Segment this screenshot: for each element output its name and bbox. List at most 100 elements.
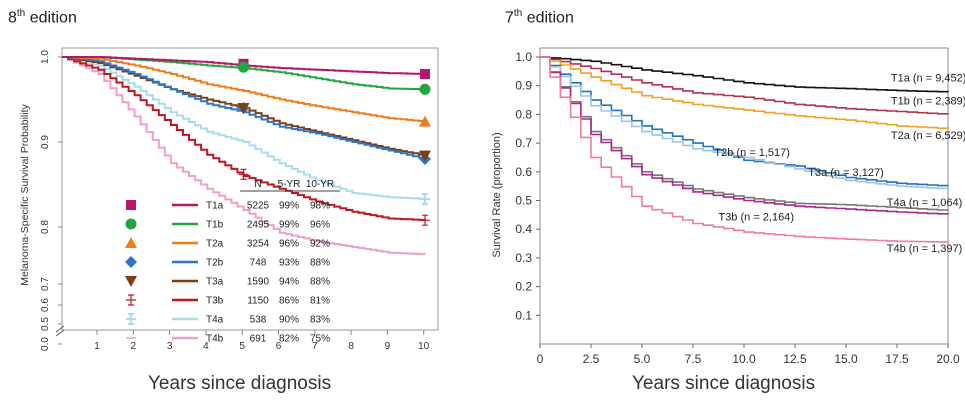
- legend-marker-t3a: [125, 276, 137, 287]
- legend-marker-t1a: [126, 200, 136, 210]
- survival-curve-t1a: [62, 56, 426, 75]
- survival-curve-t4b: [540, 56, 949, 243]
- survival-curve-t2a: [62, 56, 426, 122]
- x-tick-label: 17.5: [885, 352, 909, 365]
- endpoint-marker-t3b: [420, 214, 430, 226]
- series-label-t2a: T2a (n = 6,529): [891, 130, 965, 142]
- legend-label-t2b: T2b: [206, 258, 224, 269]
- legend-n-t3a: 1590: [247, 277, 270, 288]
- legend-5yr-t2b: 93%: [279, 258, 299, 269]
- x-tick-label: 10: [418, 341, 430, 352]
- survival-curve-t3a: [540, 56, 949, 190]
- survival-curve-t4b: [62, 56, 426, 256]
- legend-marker-t2b: [125, 256, 137, 268]
- series-label-t1a: T1a (n = 9,452): [891, 72, 965, 84]
- legend-n-t1a: 5225: [247, 201, 270, 212]
- y-tick-label: 0.4: [515, 222, 532, 236]
- legend-5yr-t1b: 99%: [279, 220, 299, 231]
- x-tick-label: 3: [167, 341, 173, 352]
- chart-7th-edition: Survival Rate (proportion) 1.0 0.9 0.8 0.7 0.…: [491, 47, 965, 365]
- legend-5yr-t2a: 96%: [279, 239, 299, 250]
- legend-10yr-t4a: 83%: [310, 315, 330, 326]
- axis-break-mark: [55, 325, 65, 337]
- left-panel-title: 8th edition: [8, 8, 77, 27]
- survival-curve-t2b: [540, 56, 949, 187]
- legend-label-t2a: T2a: [206, 239, 224, 250]
- y-tick-label: 0.6: [40, 298, 51, 312]
- legend-marker-t2a: [125, 237, 137, 248]
- plot-frame: [61, 47, 439, 331]
- legend-10yr-t3a: 88%: [310, 277, 330, 288]
- x-tick-label: 10.0: [732, 352, 756, 365]
- legend-label-t1b: T1b: [206, 220, 224, 231]
- midpoint-marker-t3a: [237, 103, 250, 114]
- legend-marker-t3b: [126, 294, 136, 306]
- legend-5yr-t4b: 82%: [279, 334, 299, 345]
- legend-label-t3a: T3a: [206, 277, 224, 288]
- legend-label-t1a: T1a: [206, 201, 224, 212]
- legend-10yr-t2b: 88%: [310, 258, 330, 269]
- x-tick-label: 0: [537, 352, 544, 365]
- left-x-caption: Years since diagnosis: [148, 373, 332, 394]
- series-label-t3a: T3a (n = 3,127): [808, 167, 884, 179]
- y-tick-label: 0.6: [515, 165, 532, 179]
- x-tick-label: 5.0: [634, 352, 651, 365]
- legend-5yr-t1a: 99%: [279, 201, 299, 212]
- endpoint-marker-t1b: [419, 83, 431, 95]
- legend-n-t3b: 1150: [247, 296, 269, 307]
- legend-n-t2a: 3254: [247, 239, 270, 250]
- series-label-t4a: T4a (n = 1,064): [887, 197, 963, 209]
- legend-label-t4a: T4a: [206, 315, 224, 326]
- x-tick-label: 5: [239, 341, 245, 352]
- legend-marker-t4a: [126, 313, 136, 325]
- endpoint-marker-t3a: [419, 150, 431, 162]
- x-tick-label: 1: [94, 341, 100, 352]
- legend-5yr-t3b: 86%: [279, 296, 299, 307]
- survival-curve-t2a: [540, 56, 949, 129]
- legend-n-t2b: 748: [250, 258, 267, 269]
- chart-8th-edition: Melanoma-Specific Survival Probability 1.…: [19, 47, 439, 352]
- midpoint-marker-t3b: [238, 168, 249, 180]
- legend-header-5yr: 5-YR: [278, 179, 301, 190]
- x-tick-label: 2: [131, 341, 137, 352]
- y-tick-label: 0.8: [515, 107, 532, 121]
- midpoint-marker-t1b: [238, 61, 249, 73]
- legend-10yr-t3b: 81%: [310, 296, 330, 307]
- survival-curve-t1a: [540, 56, 949, 93]
- endpoint-marker-t4a: [420, 192, 430, 205]
- survival-curve-t3b: [540, 56, 949, 215]
- right-x-caption: Years since diagnosis: [632, 373, 816, 394]
- y-tick-label: 0.1: [515, 308, 532, 322]
- legend-5yr-t3a: 94%: [279, 277, 299, 288]
- legend-5yr-t4a: 90%: [279, 315, 299, 326]
- x-tick-label: 8: [348, 341, 354, 352]
- endpoint-marker-t1a: [420, 69, 430, 79]
- y-tick-label: 0.9: [515, 79, 532, 93]
- y-tick-label: 0.2: [515, 280, 532, 294]
- x-tick-label: 9: [385, 341, 391, 352]
- y-tick-label: 0.8: [40, 220, 51, 234]
- series-label-t3b: T3b (n = 2,164): [718, 212, 794, 224]
- y-tick-label: 1.0: [515, 50, 532, 64]
- x-tick-label: 4: [203, 341, 209, 352]
- x-tick-label: 15.0: [834, 352, 858, 365]
- y-tick-label: 0.0: [40, 337, 51, 351]
- legend-label-t3b: T3b: [206, 296, 224, 307]
- legend-n-t4b: 691: [250, 334, 267, 345]
- y-tick-label: 1.0: [40, 50, 51, 64]
- legend-n-t4a: 538: [250, 315, 267, 326]
- legend-10yr-t4b: 75%: [310, 334, 330, 345]
- survival-curve-t1b: [540, 56, 949, 115]
- legend-label-t4b: T4b: [206, 334, 224, 345]
- series-label-t2b: T2b (n = 1,517): [714, 147, 790, 159]
- x-tick-label: 7.5: [685, 352, 702, 365]
- y-tick-label: 0.7: [40, 277, 51, 291]
- x-tick-label: 12.5: [783, 352, 807, 365]
- series-label-t4b: T4b (n = 1,397): [887, 243, 963, 255]
- y-axis-label: Melanoma-Specific Survival Probability: [19, 104, 31, 286]
- x-tick-label: 2.5: [583, 352, 600, 365]
- y-tick-label: 0.3: [515, 251, 532, 265]
- x-tick-label: 6: [276, 341, 282, 352]
- y-tick-label: 0.5: [40, 317, 51, 331]
- legend-n-t1b: 2495: [247, 220, 270, 231]
